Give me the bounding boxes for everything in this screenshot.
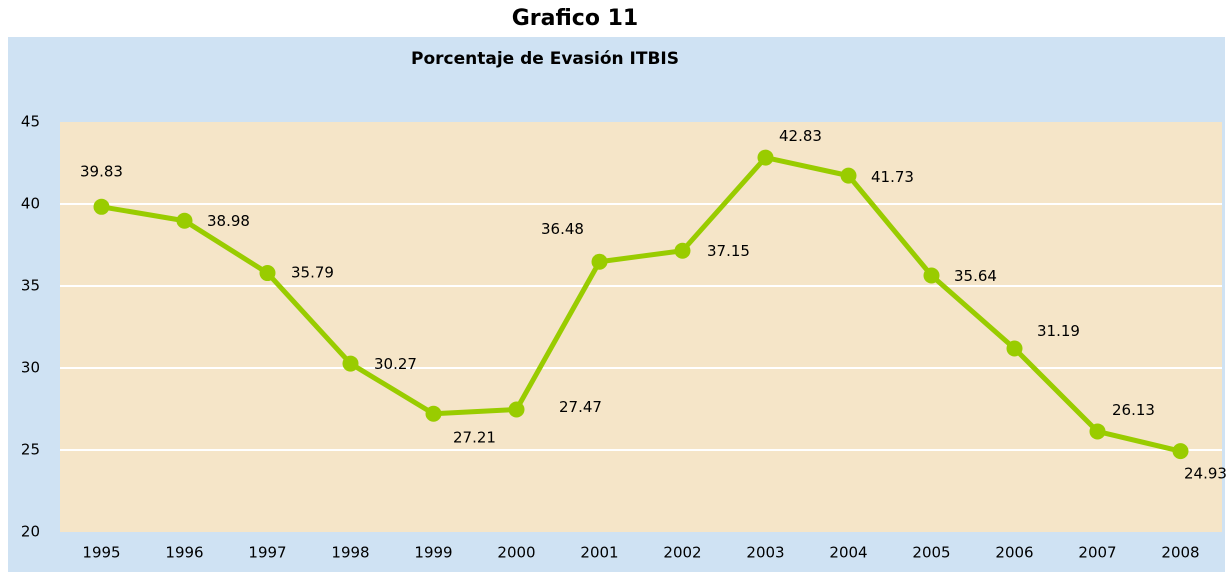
x-tick-label: 2005 xyxy=(912,544,950,562)
x-tick-label: 1995 xyxy=(82,544,120,562)
x-tick-label: 2006 xyxy=(995,544,1033,562)
marker xyxy=(93,198,110,215)
marker xyxy=(1172,443,1189,460)
y-tick-label: 25 xyxy=(21,441,40,459)
data-label: 36.48 xyxy=(541,220,584,238)
y-tick-label: 45 xyxy=(21,113,40,131)
x-tick-label: 1998 xyxy=(331,544,369,562)
y-tick-label: 30 xyxy=(21,359,40,377)
marker xyxy=(508,401,525,418)
x-tick-label: 2004 xyxy=(829,544,867,562)
heading: Grafico 11 xyxy=(512,6,639,31)
x-tick-label: 2007 xyxy=(1078,544,1116,562)
data-label: 24.93 xyxy=(1184,465,1227,483)
marker xyxy=(757,149,774,166)
marker xyxy=(1006,340,1023,357)
chart-title: Porcentaje de Evasión ITBIS xyxy=(411,49,679,69)
x-tick-label: 2000 xyxy=(497,544,535,562)
x-tick-label: 2003 xyxy=(746,544,784,562)
data-label: 39.83 xyxy=(80,162,123,180)
data-label: 41.73 xyxy=(871,168,914,186)
x-tick-label: 1997 xyxy=(248,544,286,562)
data-label: 42.83 xyxy=(779,127,822,145)
marker xyxy=(674,242,691,259)
data-label: 35.79 xyxy=(291,264,334,282)
marker xyxy=(342,355,359,372)
marker xyxy=(425,405,442,422)
marker xyxy=(1089,423,1106,440)
marker xyxy=(259,265,276,282)
data-label: 27.21 xyxy=(453,428,496,446)
marker xyxy=(840,167,857,184)
marker xyxy=(923,267,940,284)
y-tick-label: 35 xyxy=(21,277,40,295)
data-label: 38.98 xyxy=(207,212,250,230)
x-tick-label: 1999 xyxy=(414,544,452,562)
x-tick-label: 2001 xyxy=(580,544,618,562)
y-tick-label: 20 xyxy=(21,523,40,541)
data-label: 26.13 xyxy=(1112,401,1155,419)
x-tick-label: 2002 xyxy=(663,544,701,562)
data-label: 30.27 xyxy=(374,355,417,373)
y-tick-label: 40 xyxy=(21,195,40,213)
plot-area xyxy=(60,122,1222,532)
data-label: 27.47 xyxy=(559,398,602,416)
data-label: 31.19 xyxy=(1037,322,1080,340)
line xyxy=(101,155,1182,454)
x-tick-label: 2008 xyxy=(1161,544,1199,562)
data-label: 35.64 xyxy=(954,267,997,285)
data-label: 37.15 xyxy=(707,242,750,260)
marker xyxy=(591,253,608,270)
marker xyxy=(176,212,193,229)
x-tick-label: 1996 xyxy=(165,544,203,562)
